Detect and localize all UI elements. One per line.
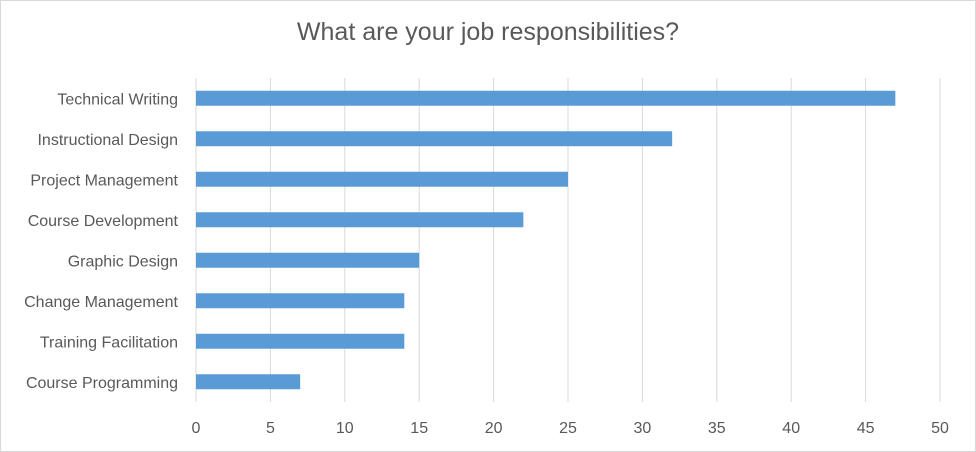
x-tick-label: 40 [782,420,800,437]
x-tick-label: 10 [336,420,354,437]
x-tick-label: 45 [857,420,875,437]
x-tick-label: 30 [634,420,652,437]
category-label: Training Facilitation [40,334,178,351]
chart-title: What are your job responsibilities? [296,18,680,46]
category-label: Instructional Design [37,132,178,149]
x-tick-label: 35 [708,420,726,437]
bar [196,293,405,309]
x-tick-label: 25 [559,420,577,437]
bar [196,90,896,106]
bar [196,374,301,390]
bars [196,90,896,390]
category-label: Technical Writing [57,91,178,108]
x-tick-label: 5 [266,420,275,437]
category-label: Graphic Design [68,253,178,270]
bar [196,131,673,147]
gridlines [195,78,941,402]
bar [196,171,568,187]
category-label: Change Management [24,294,178,311]
x-tick-label: 50 [931,420,949,437]
x-tick-labels: 0 5 10 15 20 25 30 35 40 45 50 [192,420,949,437]
bar [196,212,524,228]
x-tick-label: 0 [192,420,201,437]
x-tick-label: 20 [485,420,503,437]
category-label: Project Management [30,172,178,189]
category-labels: Technical Writing Instructional Design Pro… [24,91,178,392]
bar [196,333,405,349]
x-tick-label: 15 [410,420,428,437]
category-label: Course Programming [26,375,178,392]
category-label: Course Development [28,213,179,230]
bar [196,252,420,268]
